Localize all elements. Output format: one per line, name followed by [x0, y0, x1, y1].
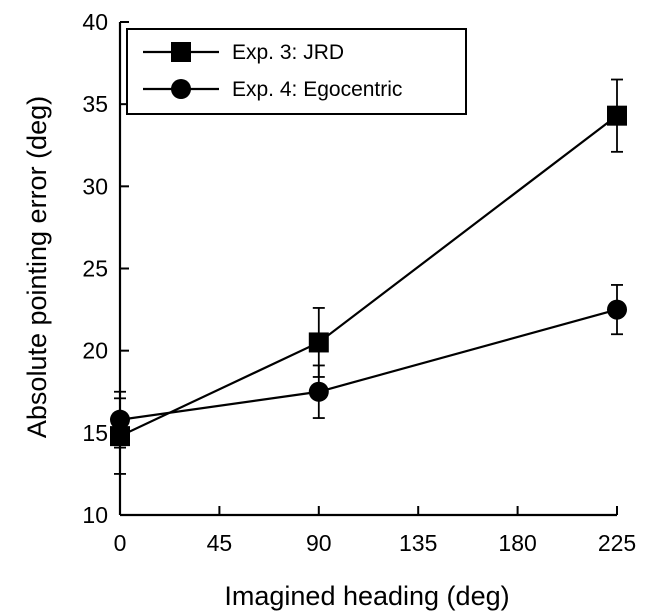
y-tick-label: 30 [82, 173, 108, 199]
data-point-square [607, 105, 627, 126]
y-tick-label: 40 [82, 9, 108, 35]
x-tick-label: 0 [114, 530, 127, 556]
y-axis-title: Absolute pointing error (deg) [22, 96, 52, 438]
series-line [119, 114, 618, 438]
data-point-square [308, 332, 329, 353]
x-axis-title: Imagined heading (deg) [224, 581, 509, 611]
y-tick-label: 25 [82, 256, 108, 282]
data-point-circle [607, 299, 627, 320]
legend-marker-square [171, 42, 191, 62]
y-tick-label: 15 [82, 420, 108, 446]
legend: Exp. 3: JRD Exp. 4: Egocentric [126, 28, 467, 115]
data-point-circle [110, 409, 130, 430]
x-tick-label: 135 [399, 530, 437, 556]
legend-label-jrd: Exp. 3: JRD [232, 41, 344, 64]
x-tick-label: 45 [207, 530, 233, 556]
x-tick-label: 180 [498, 530, 536, 556]
legend-label-egocentric: Exp. 4: Egocentric [232, 78, 402, 101]
y-tick-label: 20 [82, 338, 108, 364]
legend-marker-circle [171, 79, 191, 99]
data-point-circle [308, 381, 329, 402]
series-egocentric [110, 284, 627, 449]
y-tick-label: 35 [82, 91, 108, 117]
series-layer [110, 78, 627, 475]
series-line [119, 308, 618, 421]
series-jrd [110, 78, 627, 475]
x-tick-label: 225 [598, 530, 636, 556]
y-tick-label: 10 [82, 502, 108, 528]
x-tick-label: 90 [306, 530, 332, 556]
